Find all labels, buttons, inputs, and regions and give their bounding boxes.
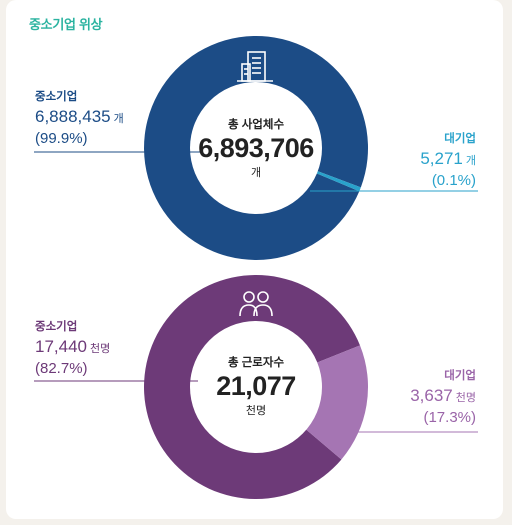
business-donut-hole xyxy=(190,82,322,214)
employee-large-name: 대기업 xyxy=(444,370,476,382)
business-sme-unit: 개 xyxy=(113,113,124,125)
employee-sme-label: 중소기업 17,440 천명 (82.7%) xyxy=(35,318,110,379)
building-icon xyxy=(237,51,273,82)
employee-donut xyxy=(144,274,369,499)
employee-total-unit: 천명 xyxy=(245,405,267,417)
employee-sme-unit: 천명 xyxy=(90,343,111,355)
business-large-unit: 개 xyxy=(465,155,476,167)
business-total-unit: 개 xyxy=(250,167,262,179)
employee-center: 총 근로자수 21,077 천명 xyxy=(186,354,326,418)
business-large-value: 5,271 xyxy=(420,149,463,168)
business-large-name: 대기업 xyxy=(444,133,476,145)
business-total-title: 총 사업체수 xyxy=(227,119,285,131)
employee-large-value: 3,637 xyxy=(410,386,453,405)
people-icon xyxy=(239,291,273,317)
employee-large-label: 대기업 3,637 천명 (17.3%) xyxy=(410,367,476,428)
employee-donut-hole xyxy=(190,321,322,453)
employee-sme-name: 중소기업 xyxy=(35,321,78,333)
business-sme-value: 6,888,435 xyxy=(35,107,111,126)
page-title: 중소기업 위상 xyxy=(29,17,103,32)
business-center: 총 사업체수 6,893,706 개 xyxy=(186,116,326,180)
business-large-percent: (0.1%) xyxy=(431,172,476,189)
business-total-value: 6,893,706 xyxy=(198,133,314,163)
business-donut xyxy=(144,35,369,260)
employee-total-value: 21,077 xyxy=(216,371,296,401)
employee-total-title: 총 근로자수 xyxy=(227,357,285,369)
business-sme-label: 중소기업 6,888,435 개 (99.9%) xyxy=(35,88,124,149)
employee-sme-value: 17,440 xyxy=(35,337,87,356)
employee-sme-percent: (82.7%) xyxy=(35,360,88,377)
business-sme-percent: (99.9%) xyxy=(35,130,88,147)
business-large-label: 대기업 5,271 개 (0.1%) xyxy=(420,130,476,191)
employee-large-percent: (17.3%) xyxy=(423,409,476,426)
business-sme-name: 중소기업 xyxy=(35,91,78,103)
employee-large-unit: 천명 xyxy=(455,392,476,404)
